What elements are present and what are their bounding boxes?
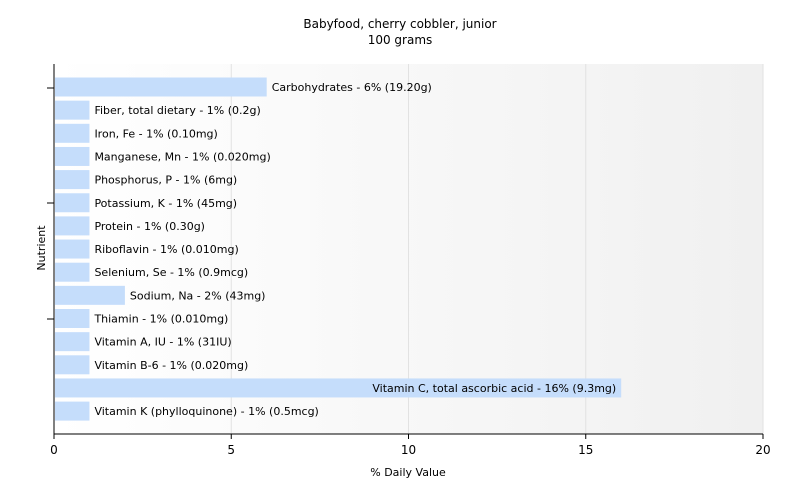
- grid-lines: [230, 64, 764, 434]
- bar: [55, 285, 125, 305]
- bar-label: Carbohydrates - 6% (19.20g): [272, 81, 432, 94]
- bar-label: Manganese, Mn - 1% (0.020mg): [94, 150, 270, 163]
- bar: [55, 355, 90, 375]
- bar: [55, 332, 90, 352]
- bar-label: Iron, Fe - 1% (0.10mg): [94, 127, 217, 140]
- bar-label: Vitamin B-6 - 1% (0.020mg): [94, 359, 248, 372]
- bar: [55, 401, 90, 421]
- bar-label: Potassium, K - 1% (45mg): [94, 197, 237, 210]
- x-tick-label: 5: [227, 443, 235, 457]
- x-tick-label: 0: [50, 443, 58, 457]
- chart-title: Babyfood, cherry cobbler, junior: [303, 17, 496, 31]
- bar: [55, 170, 90, 190]
- bars-group: Carbohydrates - 6% (19.20g) Fiber, total …: [55, 77, 622, 421]
- bar: [55, 262, 90, 282]
- x-axis-label: % Daily Value: [370, 466, 446, 479]
- bar: [55, 216, 90, 236]
- chart-subtitle: 100 grams: [368, 33, 433, 47]
- bar-label: Riboflavin - 1% (0.010mg): [94, 243, 238, 256]
- bar: [55, 378, 622, 398]
- bar: [55, 309, 90, 328]
- bar: [55, 146, 90, 166]
- bar-label: Selenium, Se - 1% (0.9mcg): [94, 266, 248, 279]
- x-tick-label: 10: [401, 443, 416, 457]
- bar: [55, 123, 90, 143]
- bar: [55, 100, 90, 120]
- bar-label: Sodium, Na - 2% (43mg): [130, 289, 266, 302]
- bar-label: Fiber, total dietary - 1% (0.2g): [94, 104, 260, 117]
- bar-label: Protein - 1% (0.30g): [94, 220, 205, 233]
- bar: [55, 193, 90, 213]
- bar-label: Phosphorus, P - 1% (6mg): [94, 174, 237, 187]
- bar: [55, 77, 267, 97]
- x-tick-label: 15: [578, 443, 593, 457]
- bar-label: Thiamin - 1% (0.010mg): [93, 313, 228, 326]
- x-tick-label: 20: [755, 443, 770, 457]
- axes-group: 0 5 10 15 20: [47, 64, 771, 457]
- bar-label: Vitamin C, total ascorbic acid - 16% (9.…: [372, 382, 616, 395]
- y-axis-label: Nutrient: [35, 225, 48, 271]
- bar: [55, 239, 90, 259]
- bar-label: Vitamin K (phylloquinone) - 1% (0.5mcg): [94, 405, 318, 418]
- bar-label: Vitamin A, IU - 1% (31IU): [94, 336, 231, 349]
